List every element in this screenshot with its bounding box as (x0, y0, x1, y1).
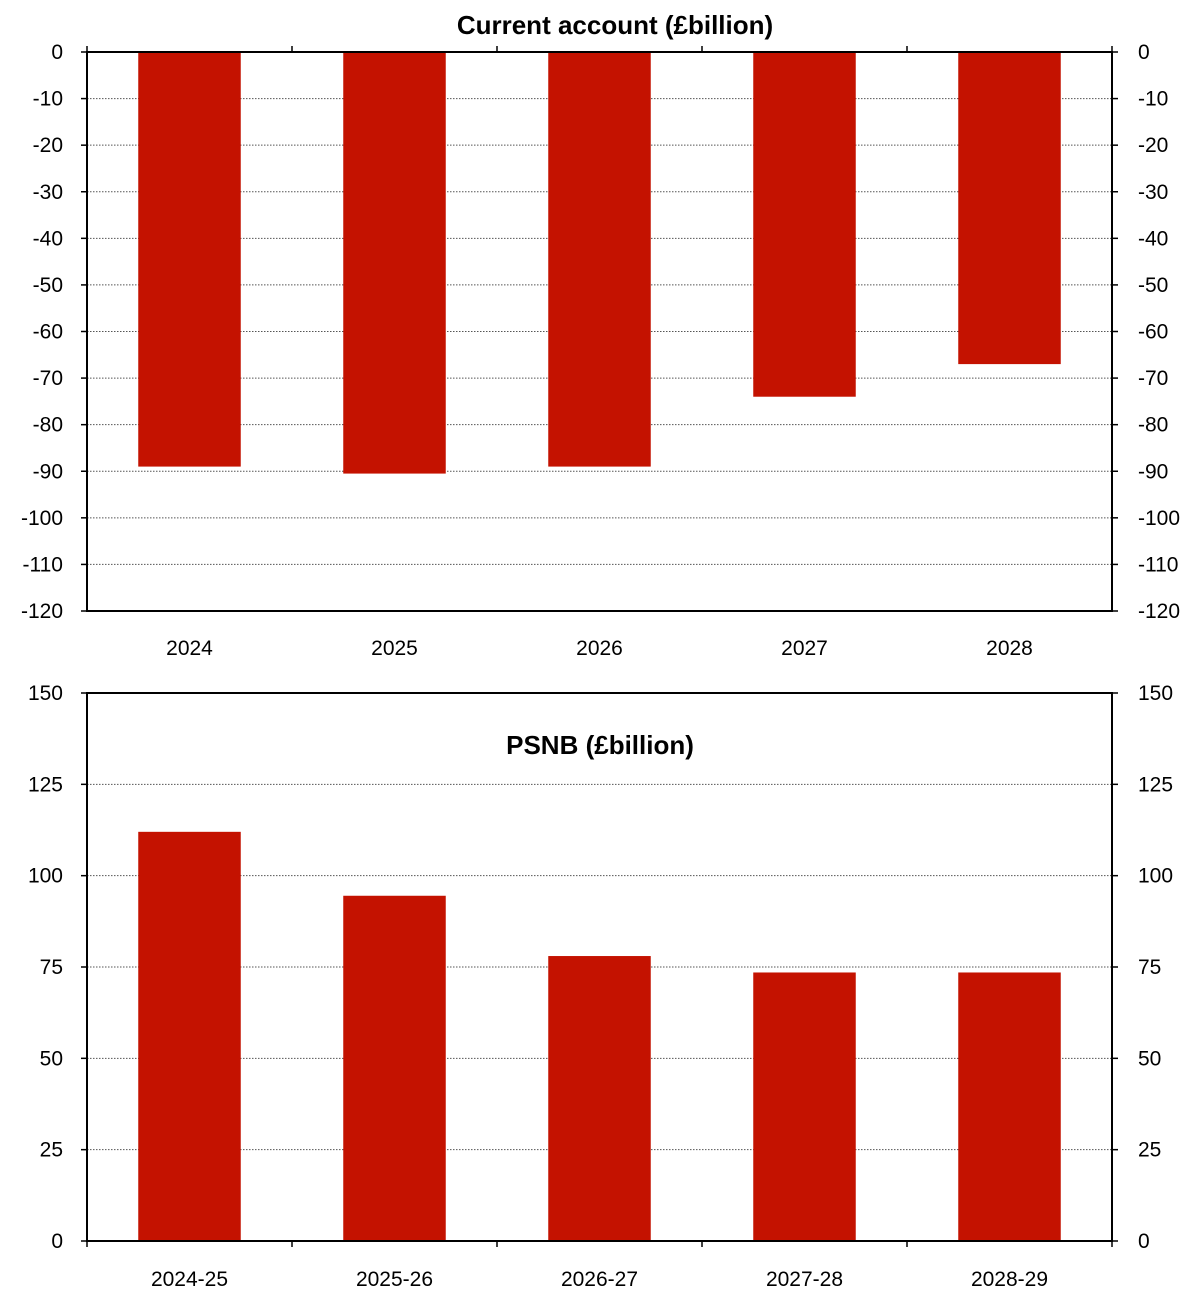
bar (753, 972, 856, 1241)
y-tick-label-right: -50 (1138, 274, 1168, 297)
y-tick-label-left: 50 (40, 1047, 63, 1070)
bar (548, 52, 651, 467)
x-tick-label: 2028 (986, 637, 1033, 660)
y-tick-label-left: -80 (33, 414, 63, 437)
y-tick-label-right: -90 (1138, 460, 1168, 483)
bar (753, 52, 856, 397)
y-tick-label-right: -60 (1138, 321, 1168, 344)
y-tick-label-right: 150 (1138, 682, 1173, 705)
y-tick-label-right: -100 (1138, 507, 1180, 530)
x-tick-label: 2026 (576, 637, 623, 660)
x-tick-label: 2027 (781, 637, 828, 660)
y-tick-label-left: -40 (33, 227, 63, 250)
bar (958, 52, 1061, 365)
x-tick-label: 2024-25 (151, 1268, 228, 1290)
x-tick-label: 2028-29 (971, 1268, 1048, 1290)
bar (138, 831, 241, 1241)
y-tick-label-right: -110 (1138, 553, 1178, 576)
y-tick-label-right: -40 (1138, 227, 1168, 250)
chart-title: PSNB (£billion) (506, 730, 694, 760)
x-tick-label: 2024 (166, 637, 213, 660)
x-tick-label: 2025 (371, 637, 418, 660)
y-tick-label-right: -10 (1138, 88, 1168, 111)
y-tick-label-left: -120 (21, 600, 63, 623)
bar (548, 956, 651, 1241)
y-tick-label-left: -70 (33, 367, 63, 390)
y-tick-label-left: 150 (28, 682, 63, 705)
current-account-chart: Current account (£billion) -120 -120 -110 -… (21, 10, 1180, 660)
y-tick-label-left: 100 (28, 865, 63, 888)
y-tick-label-right: -120 (1138, 600, 1180, 623)
chart-title: Current account (£billion) (457, 10, 773, 40)
x-tick-label: 2027-28 (766, 1268, 843, 1290)
y-tick-label-left: -60 (33, 321, 63, 344)
y-tick-label-right: 125 (1138, 773, 1173, 796)
y-tick-label-right: 25 (1138, 1139, 1161, 1162)
y-tick-label-left: -30 (33, 181, 63, 204)
y-tick-label-left: 25 (40, 1139, 63, 1162)
y-tick-label-left: -110 (23, 553, 63, 576)
y-tick-label-left: -20 (33, 134, 63, 157)
y-tick-label-right: 75 (1138, 956, 1161, 979)
bar (958, 972, 1061, 1241)
psnb-chart: PSNB (£billion) 0 0 25 25 50 50 75 75 100 100 125 1… (28, 682, 1173, 1290)
y-tick-label-right: 50 (1138, 1047, 1161, 1070)
y-tick-label-right: -80 (1138, 414, 1168, 437)
y-tick-label-right: -20 (1138, 134, 1168, 157)
y-tick-label-right: 0 (1138, 1230, 1150, 1253)
y-tick-label-left: -50 (33, 274, 63, 297)
y-tick-label-left: -90 (33, 460, 63, 483)
plot-frame (86, 51, 1113, 612)
y-tick-label-right: -30 (1138, 181, 1168, 204)
bar (138, 52, 241, 467)
x-tick-label: 2025-26 (356, 1268, 433, 1290)
x-tick-label: 2026-27 (561, 1268, 638, 1290)
y-tick-label-right: 100 (1138, 865, 1173, 888)
y-tick-label-right: -70 (1138, 367, 1168, 390)
y-tick-label-left: -10 (33, 88, 63, 111)
y-tick-label-left: 0 (51, 41, 63, 64)
bar (343, 52, 446, 474)
y-tick-label-left: -100 (21, 507, 63, 530)
y-tick-label-left: 75 (40, 956, 63, 979)
y-tick-label-right: 0 (1138, 41, 1150, 64)
y-tick-label-left: 0 (51, 1230, 63, 1253)
bar (343, 895, 446, 1241)
plot-frame (86, 692, 1113, 1242)
y-tick-label-left: 125 (28, 773, 63, 796)
